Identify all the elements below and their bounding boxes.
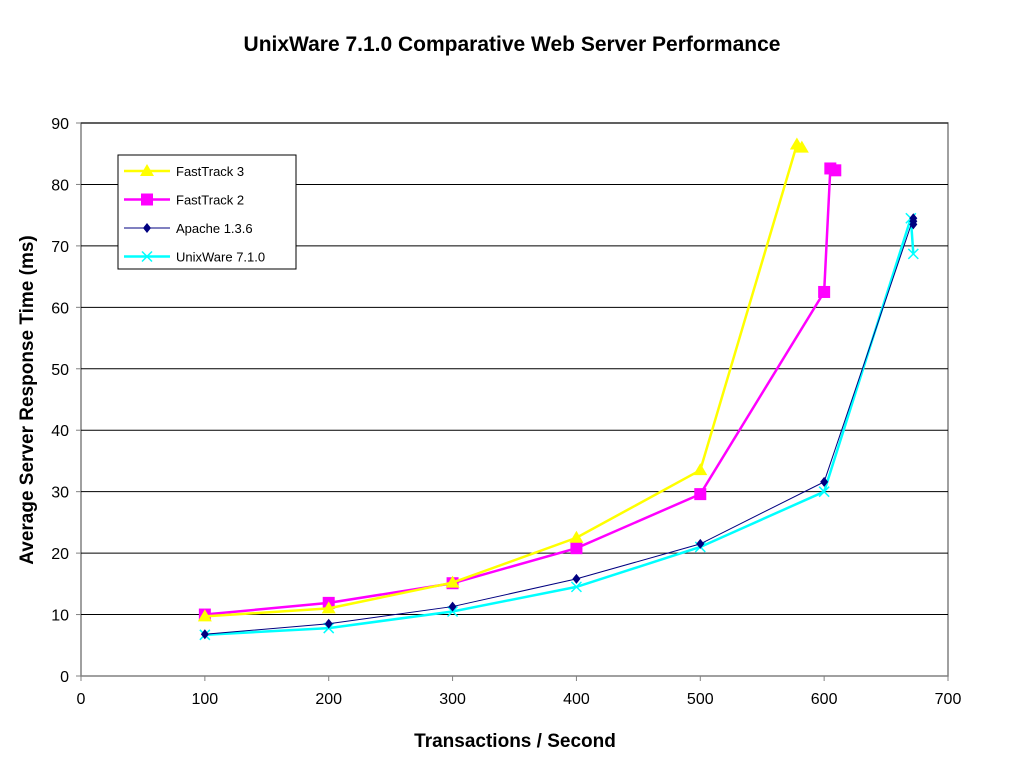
- series-apache-1-3-6: [200, 213, 918, 640]
- y-tick-label: 20: [51, 546, 69, 563]
- y-tick-label: 40: [51, 423, 69, 440]
- data-point: [909, 219, 918, 230]
- x-tick-label: 0: [77, 691, 86, 708]
- data-point: [570, 542, 583, 555]
- y-tick-label: 90: [51, 116, 69, 133]
- y-tick-label: 10: [51, 608, 69, 625]
- y-tick-label: 70: [51, 239, 69, 256]
- x-tick-label: 600: [811, 691, 838, 708]
- legend: FastTrack 3 FastTrack 2 Apache 1.3.6 UnixWa…: [117, 154, 297, 270]
- data-point: [829, 164, 842, 177]
- x-tick-label: 300: [439, 691, 466, 708]
- series-fasttrack-3: [197, 137, 809, 622]
- legend-item: FastTrack 2: [124, 193, 244, 208]
- data-point: [448, 601, 457, 612]
- data-point: [572, 573, 581, 584]
- data-point: [818, 486, 830, 498]
- data-point: [324, 618, 333, 629]
- x-tick-label: 700: [935, 691, 962, 708]
- data-point: [794, 140, 809, 153]
- legend-marker: [140, 164, 154, 176]
- data-point: [197, 609, 212, 622]
- data-point: [820, 476, 829, 487]
- chart-title: UnixWare 7.1.0 Comparative Web Server Pe…: [243, 33, 781, 56]
- y-tick-label: 60: [51, 300, 69, 317]
- x-tick-label: 100: [192, 691, 219, 708]
- y-tick-label: 80: [51, 177, 69, 194]
- x-tick-label: 200: [315, 691, 342, 708]
- data-point: [696, 538, 705, 549]
- legend-label: FastTrack 2: [176, 193, 244, 208]
- y-axis-label: Average Server Response Time (ms): [17, 235, 38, 565]
- x-tick-label: 500: [687, 691, 714, 708]
- legend-label: FastTrack 3: [176, 164, 244, 179]
- series-line: [204, 217, 915, 637]
- y-tick-label: 30: [51, 485, 69, 502]
- data-point: [569, 530, 584, 543]
- data-point: [200, 629, 209, 640]
- data-point: [693, 463, 708, 476]
- legend-marker: [143, 223, 151, 233]
- data-point: [694, 488, 707, 501]
- y-tick-label: 50: [51, 362, 69, 379]
- series-line: [204, 166, 836, 616]
- legend-marker: [141, 250, 153, 263]
- legend-item: Apache 1.3.6: [124, 221, 253, 236]
- legend-label: UnixWare 7.1.0: [176, 250, 265, 265]
- x-axis-label: Transactions / Second: [414, 731, 616, 752]
- y-tick-label: 0: [60, 669, 69, 686]
- data-point: [818, 285, 831, 298]
- legend-label: Apache 1.3.6: [176, 221, 253, 236]
- legend-item: FastTrack 3: [124, 164, 244, 179]
- data-point: [570, 581, 582, 593]
- data-point: [907, 248, 919, 260]
- data-point: [321, 601, 336, 614]
- legend-marker: [141, 193, 153, 206]
- legend-item: UnixWare 7.1.0: [124, 250, 265, 265]
- x-tick-label: 400: [563, 691, 590, 708]
- data-point: [445, 575, 460, 588]
